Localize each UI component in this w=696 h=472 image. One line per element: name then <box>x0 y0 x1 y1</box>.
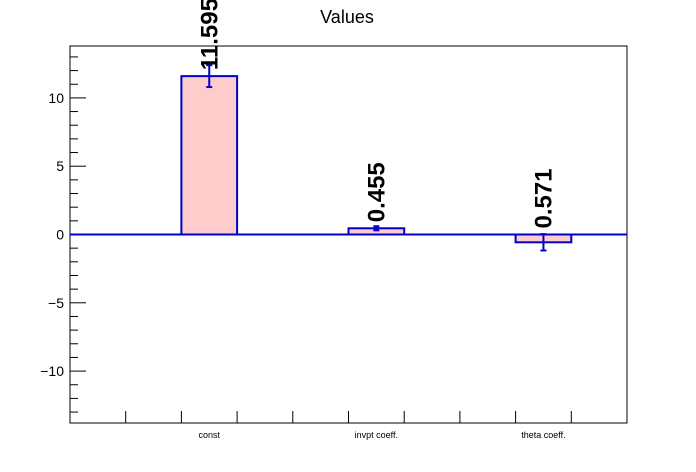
y-tick-label: 10 <box>48 90 64 106</box>
y-tick-label: −10 <box>40 363 64 379</box>
y-tick-label: 5 <box>56 158 64 174</box>
labels: const 11.595 invpt coeff. 0.455 theta coeff.… <box>196 0 565 440</box>
bar-value-label: 0.455 <box>363 162 390 222</box>
bar-value-label: 0.571 <box>530 168 557 228</box>
x-category-label: theta coeff. <box>521 430 565 440</box>
y-tick-label: −5 <box>48 295 64 311</box>
x-category-label: invpt coeff. <box>355 430 398 440</box>
x-category-label: const <box>198 430 220 440</box>
axis-ticks: −10 −5 0 5 10 <box>40 56 572 423</box>
chart-title: Values <box>320 7 374 27</box>
bar-value-label: 11.595 <box>196 0 223 70</box>
bar <box>180 75 239 236</box>
bars <box>70 64 627 252</box>
y-tick-label: 0 <box>56 227 64 243</box>
